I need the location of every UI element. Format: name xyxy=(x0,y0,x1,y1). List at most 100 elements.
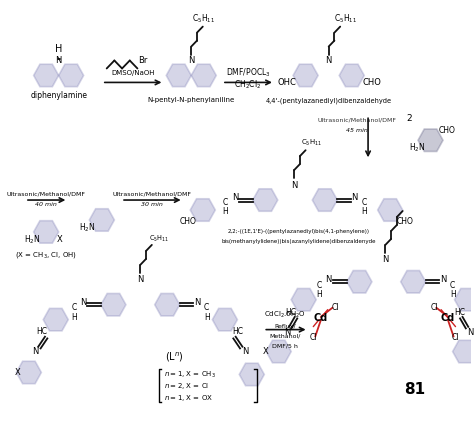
Text: H: H xyxy=(71,313,77,322)
Text: Methanol/: Methanol/ xyxy=(270,333,301,338)
Text: N: N xyxy=(188,56,194,65)
Polygon shape xyxy=(34,64,59,87)
Text: 30 min: 30 min xyxy=(141,202,163,206)
Text: N: N xyxy=(326,275,332,284)
Text: CHO: CHO xyxy=(180,217,197,227)
Text: H: H xyxy=(361,208,367,216)
Polygon shape xyxy=(43,308,68,331)
Text: H$_2$N: H$_2$N xyxy=(409,142,425,154)
Polygon shape xyxy=(90,209,114,231)
Text: C$_5$H$_{11}$: C$_5$H$_{11}$ xyxy=(149,234,170,244)
Polygon shape xyxy=(239,363,264,386)
Text: HC: HC xyxy=(454,308,465,317)
Text: H$_2$N: H$_2$N xyxy=(25,234,41,246)
Polygon shape xyxy=(455,289,474,311)
Text: H: H xyxy=(316,290,322,299)
Polygon shape xyxy=(34,221,59,243)
Text: 2,2;-((1E,1'E)-((pentylazanediyl)bis(4,1-phenylene)): 2,2;-((1E,1'E)-((pentylazanediyl)bis(4,1… xyxy=(228,230,370,235)
Text: Ultrasonic/Methanol/DMF: Ultrasonic/Methanol/DMF xyxy=(317,118,396,123)
Text: 40 min: 40 min xyxy=(35,202,57,206)
Text: Cd: Cd xyxy=(314,313,328,323)
Text: C: C xyxy=(72,303,77,312)
Text: CH$_2$Cl$_2$: CH$_2$Cl$_2$ xyxy=(234,78,262,91)
Polygon shape xyxy=(453,340,474,363)
Text: CHO: CHO xyxy=(396,217,413,227)
Text: N-pentyl-N-phenylaniline: N-pentyl-N-phenylaniline xyxy=(147,97,235,103)
Text: DMSO/NaOH: DMSO/NaOH xyxy=(111,70,155,76)
Text: H: H xyxy=(55,43,62,54)
Text: N: N xyxy=(194,298,200,307)
Text: N: N xyxy=(440,275,446,284)
Text: N: N xyxy=(137,275,144,284)
Text: X: X xyxy=(57,235,63,244)
Text: N: N xyxy=(55,56,62,65)
Text: N: N xyxy=(326,56,332,65)
Text: N: N xyxy=(382,255,389,264)
Text: N: N xyxy=(32,347,39,356)
Polygon shape xyxy=(418,129,443,151)
Text: Br: Br xyxy=(138,56,148,65)
Text: CHO: CHO xyxy=(438,126,456,135)
Text: (X = CH$_3$, Cl, OH): (X = CH$_3$, Cl, OH) xyxy=(15,250,77,260)
Text: H: H xyxy=(204,313,210,322)
Text: (L$^n$): (L$^n$) xyxy=(164,351,183,364)
Text: 4,4'-(pentylazanediyl)dibenzaldehyde: 4,4'-(pentylazanediyl)dibenzaldehyde xyxy=(265,97,392,104)
Polygon shape xyxy=(378,199,403,221)
Text: N: N xyxy=(284,328,291,337)
Text: Cl: Cl xyxy=(452,333,459,342)
Text: Cl: Cl xyxy=(332,303,339,312)
Polygon shape xyxy=(253,189,278,211)
Polygon shape xyxy=(212,308,237,331)
Text: C: C xyxy=(222,197,228,206)
Text: CdCl$_2$.6H$_2$O: CdCl$_2$.6H$_2$O xyxy=(264,310,306,320)
Polygon shape xyxy=(291,289,316,311)
Text: diphenylamine: diphenylamine xyxy=(30,91,87,100)
Text: OHC: OHC xyxy=(278,78,297,87)
Text: C: C xyxy=(362,197,367,206)
Text: Cd: Cd xyxy=(441,313,455,323)
Polygon shape xyxy=(266,340,291,363)
Polygon shape xyxy=(155,293,180,316)
Polygon shape xyxy=(101,293,126,316)
Polygon shape xyxy=(190,199,215,221)
Text: 81: 81 xyxy=(404,382,425,397)
Text: C: C xyxy=(204,303,209,312)
Text: HC: HC xyxy=(232,327,243,336)
Text: N: N xyxy=(467,328,473,337)
Text: C: C xyxy=(317,281,322,290)
Polygon shape xyxy=(401,271,426,293)
Polygon shape xyxy=(166,64,191,87)
Text: N: N xyxy=(242,347,248,356)
Polygon shape xyxy=(339,64,364,87)
Polygon shape xyxy=(347,271,372,293)
Polygon shape xyxy=(312,189,337,211)
Text: Reflux/: Reflux/ xyxy=(274,323,296,328)
Text: C$_5$H$_{11}$: C$_5$H$_{11}$ xyxy=(192,12,215,25)
Text: Ultrasonic/Methanol/DMF: Ultrasonic/Methanol/DMF xyxy=(7,192,86,197)
Text: C$_5$H$_{11}$: C$_5$H$_{11}$ xyxy=(334,12,357,25)
Text: 2: 2 xyxy=(407,114,412,123)
Text: $n = 2$, X = Cl: $n = 2$, X = Cl xyxy=(164,381,210,392)
Text: N: N xyxy=(81,298,87,307)
Polygon shape xyxy=(191,64,216,87)
Text: HC: HC xyxy=(36,327,47,336)
Text: C$_5$H$_{11}$: C$_5$H$_{11}$ xyxy=(301,138,322,148)
Text: N: N xyxy=(232,192,238,202)
Text: H: H xyxy=(450,290,456,299)
Polygon shape xyxy=(17,361,41,384)
Text: bis(methanylylidene))bis(azanylylidene)dibenzaldenyde: bis(methanylylidene))bis(azanylylidene)d… xyxy=(222,239,376,244)
Text: 45 min: 45 min xyxy=(346,128,367,133)
Text: DMF/5 h: DMF/5 h xyxy=(273,343,298,348)
Polygon shape xyxy=(293,64,318,87)
Text: H$_2$N: H$_2$N xyxy=(79,222,96,234)
Text: X: X xyxy=(14,368,20,377)
Text: Cl: Cl xyxy=(310,333,317,342)
Text: N: N xyxy=(291,181,297,189)
Text: N: N xyxy=(351,192,358,202)
Text: H: H xyxy=(222,208,228,216)
Text: HC: HC xyxy=(286,308,297,317)
Text: $n = 1$, X = OX: $n = 1$, X = OX xyxy=(164,393,213,403)
Polygon shape xyxy=(59,64,83,87)
Text: Ultrasonic/Methanol/DMF: Ultrasonic/Methanol/DMF xyxy=(112,192,191,197)
Text: DMF/POCL$_3$: DMF/POCL$_3$ xyxy=(226,66,270,79)
